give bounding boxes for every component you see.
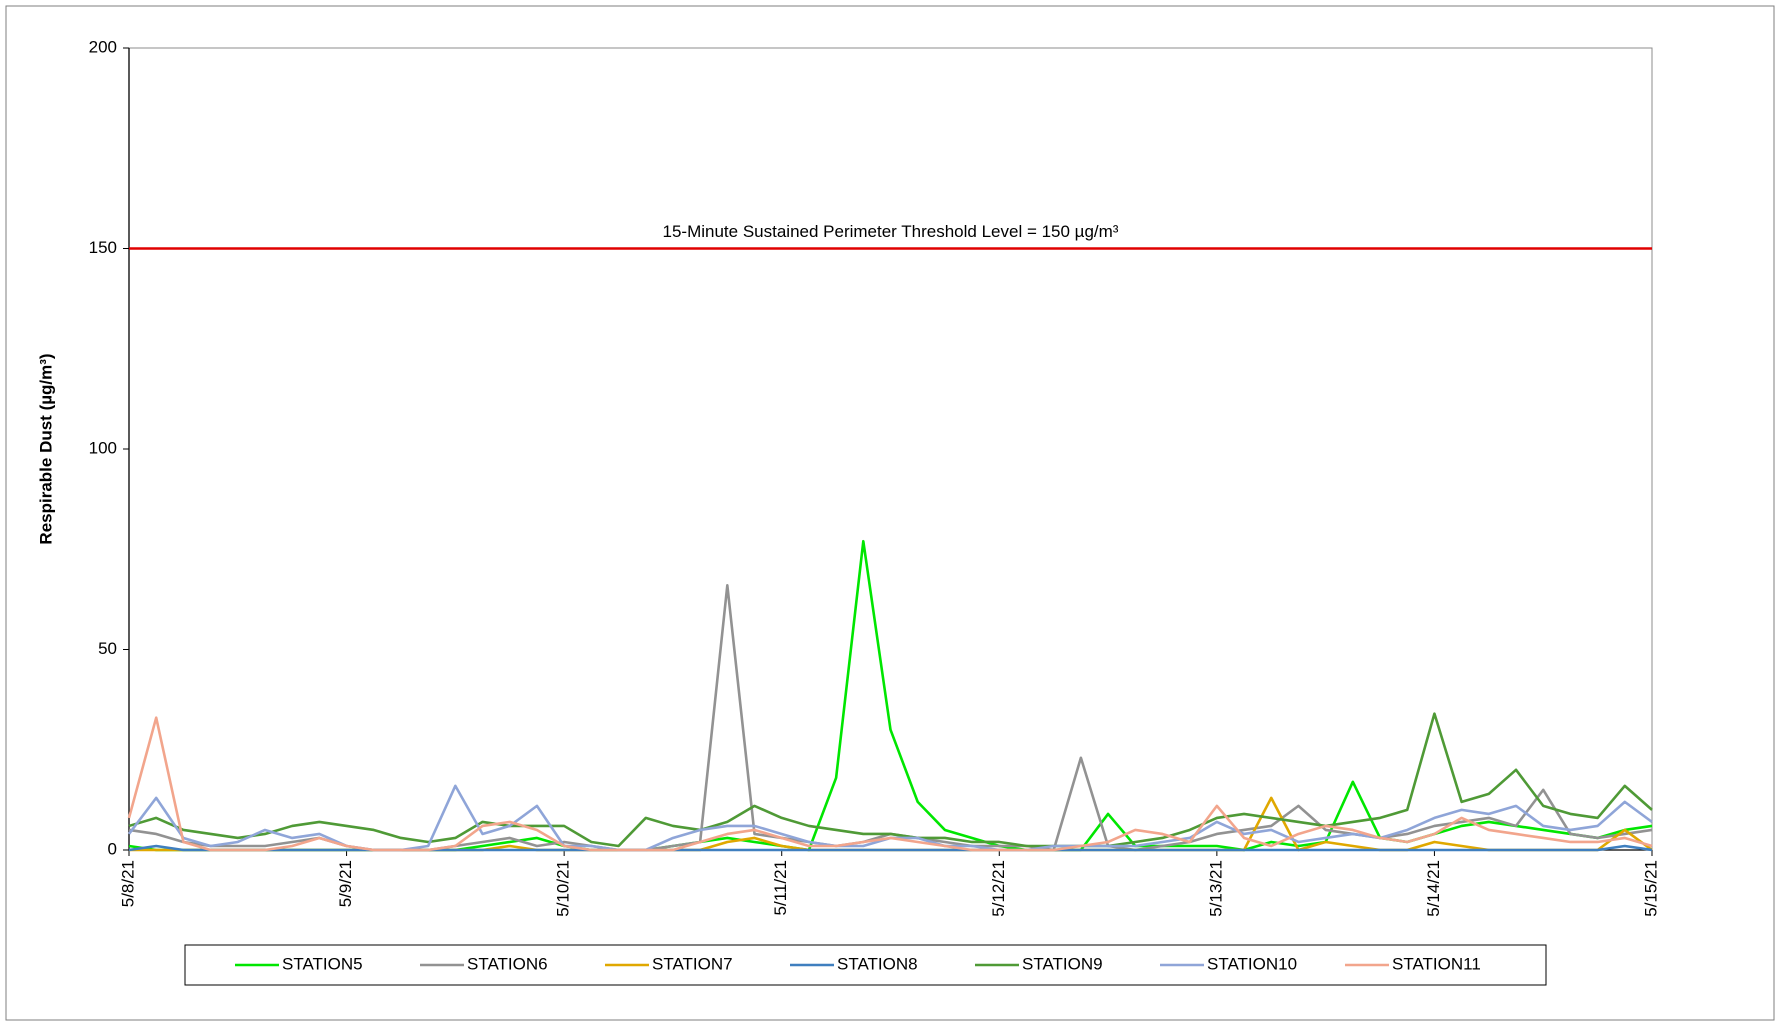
- legend-label: STATION9: [1022, 954, 1103, 973]
- legend: [184, 944, 1547, 986]
- x-tick-label: 5/12/21: [989, 860, 1008, 917]
- legend-label: STATION5: [282, 954, 363, 973]
- x-tick-label: 5/13/21: [1206, 860, 1225, 917]
- y-axis-title: Respirable Dust (µg/m³): [36, 353, 55, 544]
- legend-label: STATION8: [837, 954, 918, 973]
- legend-label: STATION11: [1392, 954, 1481, 973]
- x-tick-label: 5/15/21: [1641, 860, 1660, 917]
- y-tick-label: 0: [108, 839, 117, 858]
- series-line: [127, 716, 1653, 852]
- y-tick-label: 50: [98, 639, 117, 658]
- x-tick-label: 5/14/21: [1424, 860, 1443, 917]
- threshold-label: 15-Minute Sustained Perimeter Threshold …: [663, 222, 1119, 241]
- x-tick-label: 5/8/21: [118, 860, 137, 907]
- y-tick-label: 150: [89, 238, 117, 257]
- legend-label: STATION7: [652, 954, 733, 973]
- legend-label: STATION6: [467, 954, 548, 973]
- series-line: [128, 712, 1653, 848]
- x-tick-label: 5/10/21: [554, 860, 573, 917]
- x-tick-label: 5/11/21: [771, 860, 790, 915]
- y-tick-label: 100: [89, 438, 117, 457]
- x-tick-label: 5/9/21: [336, 860, 355, 907]
- y-tick-label: 200: [89, 37, 117, 56]
- chart-border: [5, 5, 1775, 1021]
- legend-label: STATION10: [1207, 954, 1297, 973]
